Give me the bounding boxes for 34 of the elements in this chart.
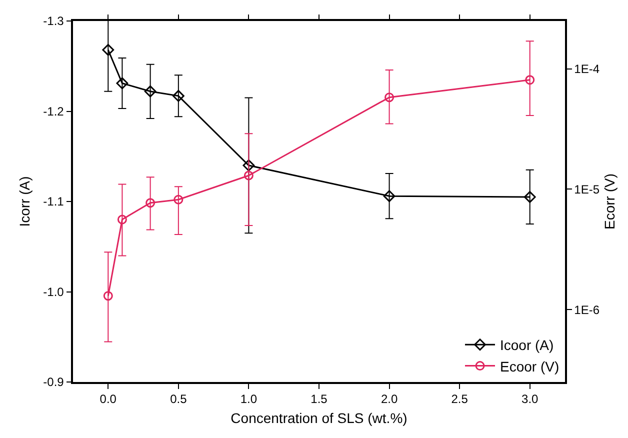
y2-tick-label: 1E-5: [574, 182, 600, 196]
x-tick-label: 0.5: [170, 392, 188, 406]
point: [116, 77, 128, 90]
y-tick-label: -0.9: [43, 375, 64, 390]
point: [174, 194, 184, 204]
point: [103, 291, 113, 301]
point: [525, 75, 535, 85]
y-tick-label: -1.3: [43, 14, 64, 28]
y2-tick-label: 1E-6: [574, 302, 600, 317]
point: [383, 190, 396, 202]
y2-axis-title: Ecorr (V): [602, 174, 618, 230]
y-tick-label: -1.2: [43, 104, 64, 118]
point: [242, 159, 255, 172]
x-tick-label: 0.0: [100, 392, 117, 406]
point: [244, 170, 254, 180]
point: [102, 44, 114, 56]
y-tick-label: -1.0: [43, 284, 64, 299]
x-axis-title: Concentration of SLS (wt.%): [230, 410, 408, 426]
y2-tick-label: 1E-4: [574, 62, 600, 76]
legend-label: Ecoor (V): [500, 358, 560, 374]
y-axis-title: Icorr (A): [16, 176, 32, 227]
point: [172, 90, 184, 102]
x-tick-label: 1.0: [240, 392, 258, 406]
point: [146, 198, 156, 208]
point: [384, 92, 394, 102]
x-tick-label: 2.5: [451, 392, 468, 406]
legend-label: Icoor (A): [500, 337, 554, 354]
point: [117, 214, 127, 224]
point: [144, 85, 156, 98]
x-tick-label: 1.5: [310, 392, 328, 406]
point: [524, 191, 536, 203]
x-tick-label: 3.0: [522, 392, 539, 406]
y-tick-label: -1.1: [43, 194, 64, 209]
x-tick-label: 2.0: [380, 392, 398, 406]
